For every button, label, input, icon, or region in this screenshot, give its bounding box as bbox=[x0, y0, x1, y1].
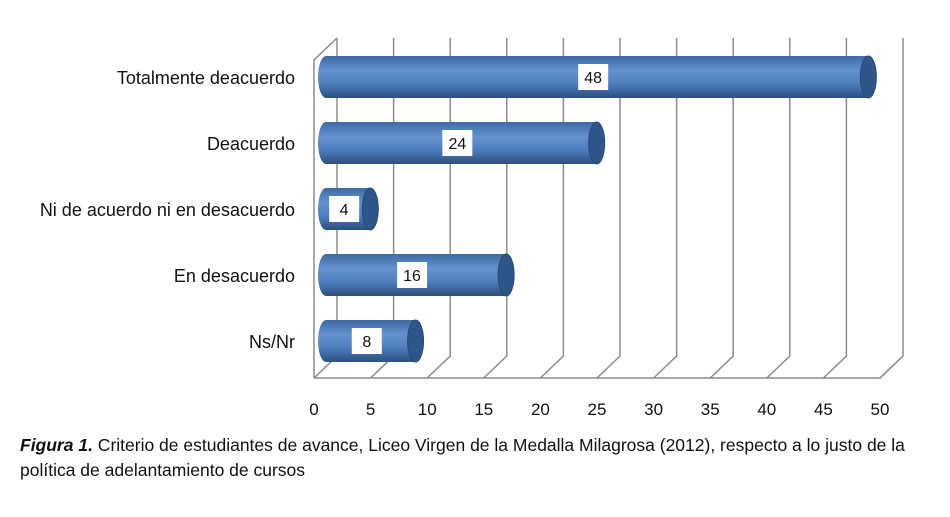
data-label: 4 bbox=[340, 202, 349, 219]
figure-caption: Figura 1. Criterio de estudiantes de ava… bbox=[20, 433, 940, 483]
category-label: Ni de acuerdo ni en desacuerdo bbox=[40, 200, 295, 220]
x-tick-label: 0 bbox=[309, 400, 318, 419]
gridline bbox=[596, 38, 621, 379]
bar-end-cap bbox=[497, 253, 515, 297]
x-tick-label: 45 bbox=[814, 400, 833, 419]
data-label-box bbox=[351, 328, 382, 354]
x-tick-label: 5 bbox=[366, 400, 375, 419]
data-label: 16 bbox=[403, 268, 421, 285]
category-label: En desacuerdo bbox=[174, 266, 295, 286]
x-tick-label: 50 bbox=[871, 400, 890, 419]
gridline bbox=[766, 38, 791, 379]
data-label-box bbox=[397, 262, 428, 288]
x-tick-label: 35 bbox=[701, 400, 720, 419]
category-label: Ns/Nr bbox=[249, 332, 295, 352]
category-label: Deacuerdo bbox=[207, 134, 295, 154]
data-label-box bbox=[329, 196, 360, 222]
bar-end-cap bbox=[588, 121, 606, 165]
x-tick-label: 20 bbox=[531, 400, 550, 419]
x-tick-label: 10 bbox=[418, 400, 437, 419]
data-label: 8 bbox=[362, 334, 371, 351]
left-wall bbox=[313, 37, 338, 378]
caption-label: Figura 1. bbox=[20, 435, 93, 455]
caption-text: Criterio de estudiantes de avance, Liceo… bbox=[20, 435, 905, 480]
bar-end-cap bbox=[859, 55, 877, 99]
gridline bbox=[879, 38, 904, 379]
grid bbox=[313, 37, 904, 379]
x-tick-label: 30 bbox=[644, 400, 663, 419]
data-label-box bbox=[442, 130, 473, 156]
gridline bbox=[709, 38, 734, 379]
x-tick-label: 25 bbox=[588, 400, 607, 419]
gridline bbox=[822, 38, 848, 379]
category-label: Totalmente deacuerdo bbox=[117, 68, 295, 88]
x-tick-label: 40 bbox=[757, 400, 776, 419]
gridline bbox=[653, 38, 678, 379]
data-label: 24 bbox=[448, 136, 466, 153]
data-label: 48 bbox=[584, 70, 602, 87]
bar-end-cap bbox=[361, 187, 379, 231]
x-tick-label: 15 bbox=[474, 400, 493, 419]
bars bbox=[318, 55, 877, 363]
bar-end-cap bbox=[407, 319, 425, 363]
data-label-box bbox=[578, 64, 609, 90]
